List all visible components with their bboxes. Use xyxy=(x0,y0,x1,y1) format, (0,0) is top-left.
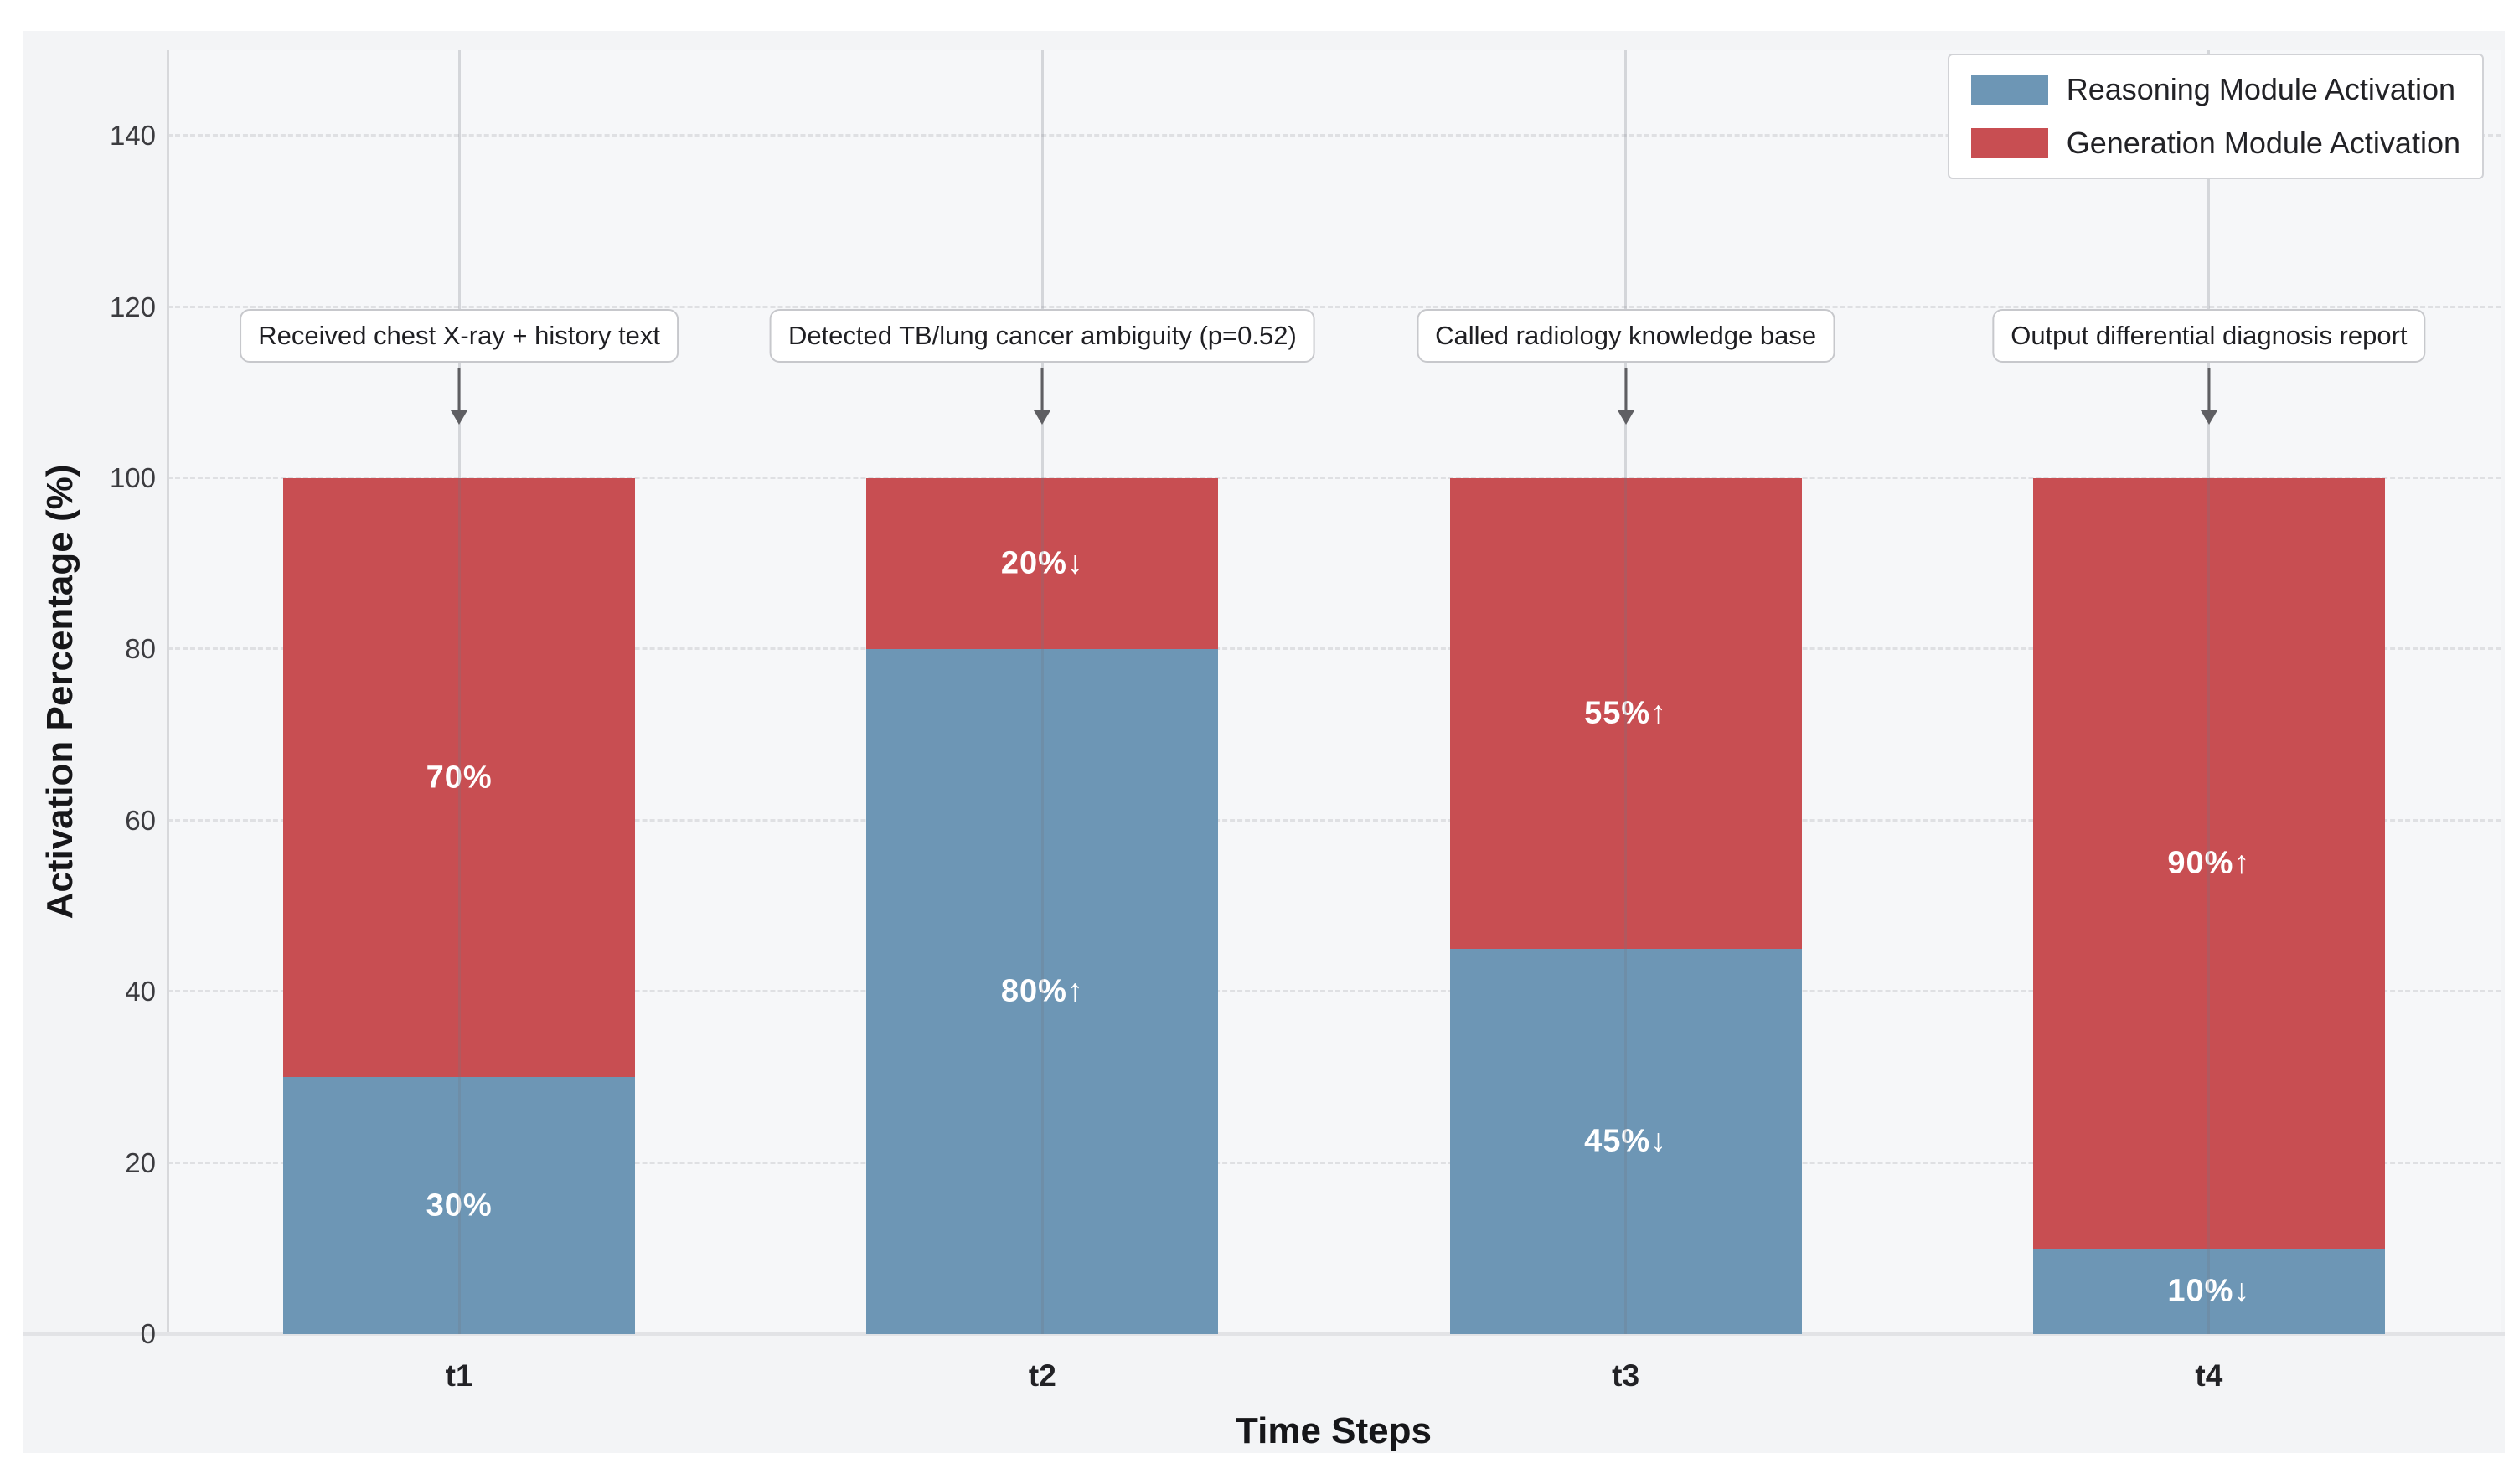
legend-item-reasoning: Reasoning Module Activation xyxy=(1970,69,2460,111)
plot-area: 30% 70% 80%↑ 20%↓ 45%↓ 55%↑ 10%↓ 90%↑ xyxy=(168,50,2501,1334)
annotation-arrow-t4 xyxy=(2199,368,2219,427)
segment-generation-t2: 20%↓ xyxy=(866,478,1219,650)
y-tick-label-40: 40 xyxy=(125,976,156,1007)
annotation-arrow-t3 xyxy=(1616,368,1636,427)
segment-reasoning-t4: 10%↓ xyxy=(2032,1248,2385,1334)
bar-value-label: 20%↓ xyxy=(1000,545,1084,581)
category-gridline-t4 xyxy=(2207,50,2211,1334)
segment-generation-t3: 55%↑ xyxy=(1449,478,1802,950)
gridline-y-60 xyxy=(168,818,2501,822)
y-tick-label-0: 0 xyxy=(140,1318,156,1349)
bar-value-label: 10%↓ xyxy=(2167,1273,2251,1309)
arrow-shaft xyxy=(2207,368,2211,412)
y-tick-label-80: 80 xyxy=(125,633,156,665)
arrow-shaft xyxy=(457,368,461,412)
gridline-y-20 xyxy=(168,1161,2501,1164)
annotation-arrow-t1 xyxy=(449,368,469,427)
segment-reasoning-t1: 30% xyxy=(283,1077,636,1334)
arrow-head-down xyxy=(1034,410,1051,425)
gridline-y-120 xyxy=(168,305,2501,308)
bar-t2: 80%↑ 20%↓ xyxy=(866,478,1219,1334)
bar-t3: 45%↓ 55%↑ xyxy=(1449,478,1802,1334)
generation-color-swatch xyxy=(1970,128,2048,158)
bar-value-label: 70% xyxy=(426,760,493,796)
bar-value-label: 30% xyxy=(426,1188,493,1224)
arrow-shaft xyxy=(1040,368,1044,412)
legend: Reasoning Module Activation Generation M… xyxy=(1947,54,2484,179)
annotation-box-t4: Output differential diagnosis report xyxy=(1992,309,2426,363)
x-axis-title: Time Steps xyxy=(1236,1410,1432,1451)
x-tick-label-t3: t3 xyxy=(1612,1358,1640,1393)
annotation-box-t1: Received chest X-ray + history text xyxy=(240,309,679,363)
x-axis-spine xyxy=(23,1332,2505,1336)
segment-generation-t1: 70% xyxy=(283,478,636,1078)
gridline-y-40 xyxy=(168,990,2501,993)
gridline-y-100 xyxy=(168,477,2501,479)
y-axis-title: Activation Percentage (%) xyxy=(39,464,80,920)
y-tick-label-20: 20 xyxy=(125,1146,156,1178)
annotation-box-t3: Called radiology knowledge base xyxy=(1417,309,1835,363)
y-tick-label-120: 120 xyxy=(109,291,156,322)
segment-generation-t4: 90%↑ xyxy=(2032,478,2385,1249)
reasoning-color-swatch xyxy=(1970,75,2048,105)
y-tick-label-100: 100 xyxy=(109,462,156,493)
bar-value-label: 80%↑ xyxy=(1000,973,1084,1009)
x-tick-label-t4: t4 xyxy=(2195,1358,2223,1393)
arrow-head-down xyxy=(1617,410,1634,425)
bar-t1: 30% 70% xyxy=(283,478,636,1334)
y-axis-spine xyxy=(167,50,169,1334)
category-gridline-t2 xyxy=(1040,50,1044,1334)
annotation-box-t2: Detected TB/lung cancer ambiguity (p=0.5… xyxy=(769,309,1315,363)
arrow-shaft xyxy=(1624,368,1628,412)
arrow-head-down xyxy=(2200,410,2217,425)
legend-label: Generation Module Activation xyxy=(2066,126,2460,160)
legend-label: Reasoning Module Activation xyxy=(2066,72,2455,106)
y-tick-label-140: 140 xyxy=(109,120,156,152)
y-tick-label-60: 60 xyxy=(125,804,156,836)
bar-t4: 10%↓ 90%↑ xyxy=(2032,478,2385,1334)
segment-reasoning-t3: 45%↓ xyxy=(1449,949,1802,1334)
bar-value-label: 55%↑ xyxy=(1584,695,1668,731)
bar-value-label: 90%↑ xyxy=(2167,845,2251,881)
x-tick-label-t2: t2 xyxy=(1028,1358,1056,1393)
category-gridline-t1 xyxy=(457,50,461,1334)
legend-item-generation: Generation Module Activation xyxy=(1970,122,2460,164)
annotation-arrow-t2 xyxy=(1032,368,1052,427)
segment-reasoning-t2: 80%↑ xyxy=(866,649,1219,1334)
gridline-y-140 xyxy=(168,134,2501,137)
category-gridline-t3 xyxy=(1624,50,1628,1334)
bar-value-label: 45%↓ xyxy=(1584,1123,1668,1159)
arrow-head-down xyxy=(451,410,468,425)
gridline-y-80 xyxy=(168,647,2501,651)
x-tick-label-t1: t1 xyxy=(445,1358,473,1393)
